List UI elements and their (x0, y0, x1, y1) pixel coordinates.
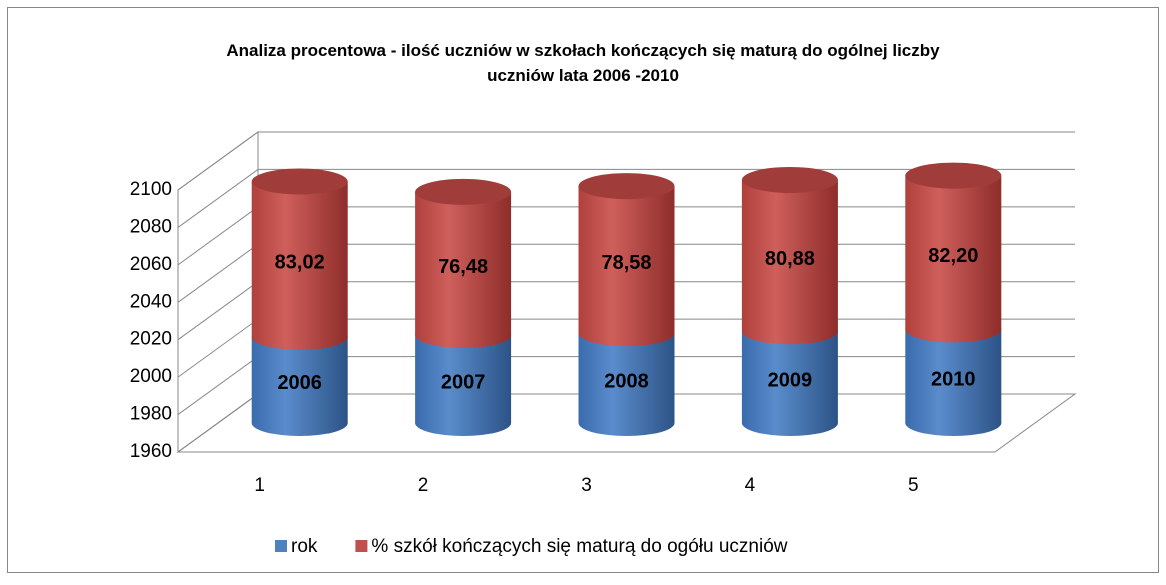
cylinder (251, 168, 348, 350)
data-label: 76,48 (438, 256, 488, 278)
data-label: 2007 (441, 371, 486, 393)
chart-title: Analiza procentowa - ilość uczniów w szk… (226, 41, 940, 85)
bar (905, 329, 1002, 423)
cylinder-base (578, 410, 675, 436)
y-tick-label: 2040 (130, 291, 172, 312)
cylinder-base (251, 410, 348, 436)
cylinder (415, 335, 512, 436)
y-tick-label: 2060 (130, 254, 172, 275)
cylinder-base (415, 410, 512, 436)
cylinder (415, 178, 512, 349)
bar (741, 179, 838, 332)
cylinder-base (251, 323, 348, 350)
x-tick-label: 3 (581, 475, 592, 496)
bar (415, 335, 512, 423)
bar (578, 333, 675, 423)
bar (741, 331, 838, 423)
data-label: 2009 (768, 369, 813, 391)
chart-title: uczniów lata 2006 -2010 (487, 66, 679, 85)
cylinder-base (741, 410, 838, 436)
data-label: 82,20 (928, 245, 978, 267)
y-tick-label: 1980 (130, 404, 172, 425)
legend-label: % szkół kończących się maturą do ogółu u… (371, 536, 787, 557)
legend-swatch (275, 540, 287, 552)
cylinder-top (251, 168, 348, 195)
cylinder-base (905, 316, 1002, 343)
bar (905, 175, 1002, 330)
cylinder-base (578, 320, 675, 347)
cylinder-base (415, 322, 512, 349)
x-tick-label: 5 (908, 475, 919, 496)
y-tick-label: 2100 (130, 179, 172, 200)
y-tick-label: 2000 (130, 366, 172, 387)
y-tick-label: 1960 (130, 441, 172, 462)
cylinder-top (905, 162, 1002, 189)
cylinder-top (578, 173, 675, 200)
cylinder (251, 336, 348, 436)
cylinder (578, 333, 675, 436)
bar (415, 191, 512, 336)
legend-label: rok (291, 536, 318, 557)
grid-line (177, 131, 1075, 191)
cylinder-base (905, 410, 1002, 436)
cylinder (578, 173, 675, 347)
bar (251, 336, 348, 423)
cylinder-base (741, 318, 838, 345)
cylinder-top (415, 178, 512, 205)
cylinder (741, 166, 838, 345)
data-label: 83,02 (275, 252, 325, 274)
cylinder (741, 331, 838, 436)
x-tick-label: 1 (254, 475, 265, 496)
y-tick-label: 2080 (130, 216, 172, 237)
chart-title: Analiza procentowa - ilość uczniów w szk… (226, 41, 940, 60)
data-label: 78,58 (601, 252, 651, 274)
x-tick-label: 2 (418, 475, 429, 496)
cylinder (905, 329, 1002, 436)
bar (578, 186, 675, 334)
bar (251, 181, 348, 337)
legend-swatch (355, 540, 368, 552)
y-tick-label: 2020 (130, 329, 172, 350)
cylinder (905, 162, 1002, 343)
data-label: 2006 (277, 372, 322, 394)
data-label: 80,88 (765, 248, 815, 270)
data-label: 2010 (931, 368, 976, 390)
data-label: 2008 (604, 370, 649, 392)
cylinder-top (741, 166, 838, 193)
x-tick-label: 4 (745, 475, 756, 496)
